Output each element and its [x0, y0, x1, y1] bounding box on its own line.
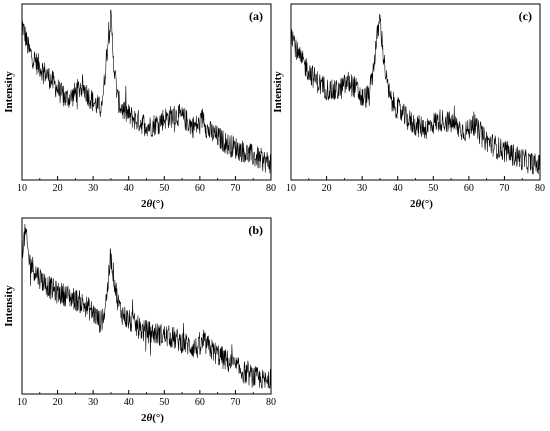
x-axis-title: 2θ(°) [141, 198, 164, 210]
x-tick-label: 20 [53, 397, 63, 408]
x-tick-label: 40 [393, 183, 403, 194]
y-axis-title: Intensity [3, 285, 15, 327]
x-tick-label: 60 [195, 183, 205, 194]
x-tick-label: 20 [53, 183, 63, 194]
x-tick-label: 20 [322, 183, 332, 194]
x-tick-label: 40 [124, 183, 134, 194]
panel-c: 10 20 30 40 50 60 70 80 2θ(°) Intensity (c) [272, 3, 545, 210]
x-tick-label: 10 [286, 183, 296, 194]
x-tick-label: 60 [195, 397, 205, 408]
xrd-trace [21, 224, 272, 389]
panel-b: 10 20 30 40 50 60 70 80 2θ(°) Intensity (b) [3, 217, 276, 424]
x-tick-label: 50 [159, 397, 169, 408]
x-tick-label: 70 [230, 397, 240, 408]
panel-label: (c) [519, 9, 532, 23]
x-tick-label: 10 [17, 397, 27, 408]
x-tick-label: 80 [535, 183, 545, 194]
x-tick-label: 50 [428, 183, 438, 194]
y-axis-title: Intensity [3, 71, 15, 113]
x-tick-label: 30 [88, 397, 98, 408]
panel-a: 10 20 30 40 50 60 70 80 2θ(°) Intensity (a) [3, 3, 276, 210]
x-axis-title: 2θ(°) [141, 412, 164, 424]
x-tick-label: 80 [266, 183, 276, 194]
panel-label: (b) [248, 223, 263, 237]
x-tick-label: 30 [357, 183, 367, 194]
x-tick-label: 30 [88, 183, 98, 194]
x-tick-label: 80 [266, 397, 276, 408]
xrd-trace [290, 13, 541, 175]
x-tick-label: 70 [499, 183, 509, 194]
x-tick-label: 70 [230, 183, 240, 194]
x-tick-label: 10 [17, 183, 27, 194]
x-tick-label: 40 [124, 397, 134, 408]
xrd-trace [21, 9, 272, 174]
x-tick-label: 60 [464, 183, 474, 194]
panel-label: (a) [249, 9, 263, 23]
plot-frame [21, 217, 272, 395]
x-tick-label: 50 [159, 183, 169, 194]
x-axis-title: 2θ(°) [410, 198, 433, 210]
y-axis-title: Intensity [272, 71, 284, 113]
